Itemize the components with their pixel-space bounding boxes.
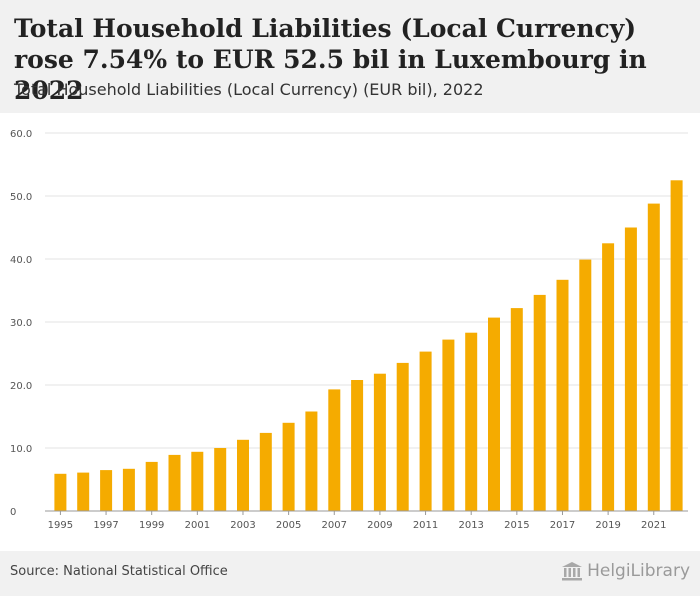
bar-2021[interactable] (647, 203, 660, 511)
x-tick-label: 2009 (367, 520, 392, 531)
x-axis-labels: 1995 1997 1999 2001 2003 2005 2007 2009 2011 2013… (48, 511, 666, 531)
bar-2003[interactable] (237, 439, 249, 511)
footer: Source: National Statistical Office Helg… (0, 551, 700, 596)
bar-2011[interactable] (419, 351, 432, 511)
bar-2010[interactable] (396, 362, 409, 511)
x-tick-label: 2017 (550, 520, 575, 531)
bar-1997[interactable] (100, 470, 113, 511)
bar-2007[interactable] (328, 389, 341, 511)
bar-1996[interactable] (77, 472, 90, 511)
bar-2001[interactable] (191, 451, 204, 511)
x-tick-label: 2013 (458, 520, 483, 531)
bar-2000[interactable] (168, 454, 181, 511)
bars (54, 180, 683, 512)
bar-2008[interactable] (351, 380, 364, 511)
bar-2012[interactable] (442, 339, 455, 511)
x-tick-label: 2021 (641, 520, 666, 531)
source-text: Source: National Statistical Office (10, 564, 228, 579)
y-axis-labels: 0 10.0 20.0 30.0 40.0 50.0 60.0 (10, 129, 32, 518)
brand-logo[interactable]: HelgiLibrary (561, 561, 690, 581)
bar-2016[interactable] (533, 294, 546, 511)
y-tick-label: 0 (10, 507, 16, 518)
bar-2020[interactable] (624, 227, 637, 512)
bar-2004[interactable] (259, 432, 272, 511)
bar-2017[interactable] (556, 279, 569, 511)
bar-2006[interactable] (305, 411, 318, 512)
bar-2019[interactable] (602, 243, 615, 512)
y-tick-label: 40.0 (10, 255, 32, 266)
bar-2009[interactable] (373, 373, 386, 511)
brand-name: HelgiLibrary (587, 561, 690, 581)
x-tick-label: 2011 (413, 520, 438, 531)
library-building-icon (562, 562, 583, 581)
bar-2002[interactable] (214, 448, 227, 511)
x-tick-label: 2001 (185, 520, 210, 531)
bar-2018[interactable] (579, 259, 592, 511)
x-tick-label: 1995 (48, 520, 73, 531)
bar-1995[interactable] (54, 473, 67, 511)
y-tick-label: 50.0 (10, 192, 32, 203)
x-tick-label: 1997 (93, 520, 118, 531)
bar-1998[interactable] (122, 468, 135, 511)
bar-1999[interactable] (145, 461, 158, 511)
header: Total Household Liabilities (Local Curre… (0, 0, 700, 113)
x-tick-label: 2005 (276, 520, 301, 531)
bar-2015[interactable] (510, 308, 523, 511)
bar-chart: 0 10.0 20.0 30.0 40.0 50.0 60.0 1995 1997 1999 20… (10, 129, 688, 531)
bar-2014[interactable] (488, 317, 500, 511)
x-tick-label: 2003 (230, 520, 255, 531)
bar-2005[interactable] (282, 422, 295, 511)
bar-2022[interactable] (670, 180, 683, 512)
grid-lines (45, 132, 688, 449)
x-tick-label: 2019 (595, 520, 620, 531)
x-tick-label: 2015 (504, 520, 529, 531)
y-tick-label: 60.0 (10, 129, 32, 140)
chart-title: Total Household Liabilities (Local Curre… (14, 14, 647, 105)
bar-2013[interactable] (465, 332, 478, 511)
y-tick-label: 10.0 (10, 444, 32, 455)
y-tick-label: 20.0 (10, 381, 32, 392)
chart-subtitle: Total Household Liabilities (Local Curre… (14, 80, 484, 99)
y-tick-label: 30.0 (10, 318, 32, 329)
x-tick-label: 2007 (322, 520, 347, 531)
x-tick-label: 1999 (139, 520, 164, 531)
